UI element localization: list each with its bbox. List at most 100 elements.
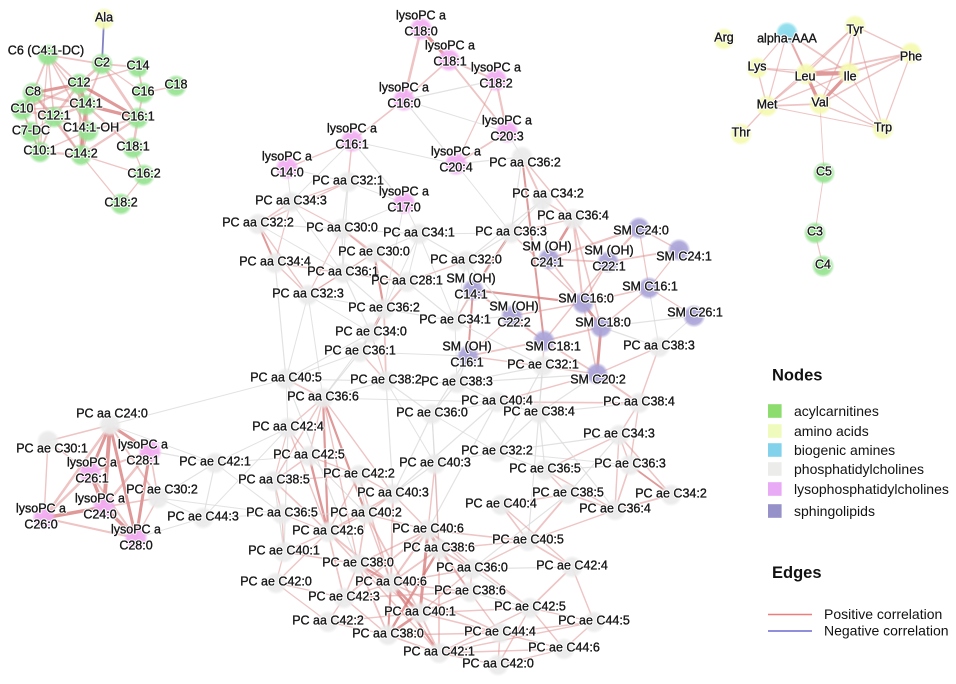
svg-text:PC ae C42:1: PC ae C42:1 bbox=[179, 455, 251, 469]
svg-text:PC ae C36:2: PC ae C36:2 bbox=[348, 301, 420, 315]
svg-text:lysoPC a: lysoPC a bbox=[16, 502, 66, 516]
svg-text:Negative correlation: Negative correlation bbox=[824, 623, 949, 639]
svg-text:PC ae C34:0: PC ae C34:0 bbox=[335, 325, 407, 339]
svg-text:PC ae C38:5: PC ae C38:5 bbox=[532, 486, 604, 500]
svg-text:lysoPC a: lysoPC a bbox=[379, 81, 429, 95]
svg-text:PC ae C40:1: PC ae C40:1 bbox=[248, 544, 320, 558]
svg-text:phosphatidylcholines: phosphatidylcholines bbox=[794, 461, 924, 477]
svg-text:lysoPC a: lysoPC a bbox=[262, 150, 312, 164]
svg-text:C16:2: C16:2 bbox=[127, 167, 160, 181]
svg-text:C18:1: C18:1 bbox=[116, 140, 149, 154]
svg-text:PC ae C42:4: PC ae C42:4 bbox=[536, 559, 608, 573]
svg-text:SM (OH): SM (OH) bbox=[489, 300, 538, 314]
svg-text:PC aa C38:6: PC aa C38:6 bbox=[403, 541, 475, 555]
svg-text:PC aa C40:4: PC aa C40:4 bbox=[461, 394, 533, 408]
svg-text:lysoPC a: lysoPC a bbox=[471, 61, 521, 75]
svg-text:PC ae C36:1: PC ae C36:1 bbox=[324, 344, 396, 358]
svg-text:PC aa C40:6: PC aa C40:6 bbox=[355, 575, 427, 589]
svg-text:PC aa C36:5: PC aa C36:5 bbox=[246, 506, 318, 520]
svg-text:C14:0: C14:0 bbox=[270, 166, 303, 180]
svg-text:PC ae C32:1: PC ae C32:1 bbox=[507, 358, 579, 372]
svg-text:C18:2: C18:2 bbox=[479, 77, 512, 91]
svg-text:PC ae C44:5: PC ae C44:5 bbox=[558, 614, 630, 628]
svg-text:PC ae C38:2: PC ae C38:2 bbox=[350, 373, 422, 387]
svg-text:PC aa C40:1: PC aa C40:1 bbox=[384, 605, 456, 619]
svg-text:amino acids: amino acids bbox=[794, 423, 869, 439]
svg-text:C12:1: C12:1 bbox=[37, 109, 70, 123]
svg-text:lysoPC a: lysoPC a bbox=[396, 9, 446, 23]
svg-text:C12: C12 bbox=[68, 76, 91, 90]
svg-text:C14:1-OH: C14:1-OH bbox=[63, 121, 119, 135]
svg-text:Arg: Arg bbox=[714, 31, 734, 45]
svg-text:PC aa C32:1: PC aa C32:1 bbox=[312, 174, 384, 188]
svg-text:SM C26:1: SM C26:1 bbox=[667, 306, 723, 320]
svg-text:PC ae C36:1: PC ae C36:1 bbox=[324, 344, 396, 358]
svg-text:PC ae C36:4: PC ae C36:4 bbox=[579, 502, 651, 516]
svg-text:PC ae C32:2: PC ae C32:2 bbox=[461, 444, 533, 458]
svg-text:PC aa C36:5: PC aa C36:5 bbox=[246, 506, 318, 520]
svg-text:Lys: Lys bbox=[748, 60, 767, 74]
svg-text:C6 (C4:1-DC): C6 (C4:1-DC) bbox=[8, 44, 84, 58]
svg-text:PC aa C38:5: PC aa C38:5 bbox=[238, 473, 310, 487]
svg-text:PC ae C38:4: PC ae C38:4 bbox=[503, 405, 575, 419]
svg-text:PC aa C34:4: PC aa C34:4 bbox=[239, 255, 311, 269]
svg-text:Met: Met bbox=[757, 98, 778, 112]
svg-text:PC ae C40:1: PC ae C40:1 bbox=[248, 544, 320, 558]
svg-text:PC ae C34:3: PC ae C34:3 bbox=[583, 427, 655, 441]
svg-text:SM (OH): SM (OH) bbox=[584, 244, 633, 258]
svg-text:Arg: Arg bbox=[714, 31, 734, 45]
svg-text:PC aa C30:0: PC aa C30:0 bbox=[306, 221, 378, 235]
svg-text:PC ae C42:2: PC ae C42:2 bbox=[323, 467, 395, 481]
svg-text:Ile: Ile bbox=[843, 70, 856, 84]
svg-text:Ala: Ala bbox=[95, 11, 113, 25]
svg-text:PC aa C42:1: PC aa C42:1 bbox=[403, 645, 475, 659]
svg-text:C14:1-OH: C14:1-OH bbox=[63, 121, 119, 135]
svg-text:C10: C10 bbox=[11, 102, 34, 116]
svg-text:PC aa C38:6: PC aa C38:6 bbox=[403, 541, 475, 555]
svg-text:PC aa C40:2: PC aa C40:2 bbox=[330, 506, 402, 520]
svg-text:PC ae C38:4: PC ae C38:4 bbox=[503, 405, 575, 419]
svg-text:C24:0: C24:0 bbox=[83, 508, 116, 522]
svg-text:PC ae C36:2: PC ae C36:2 bbox=[348, 301, 420, 315]
svg-text:PC aa C36:4: PC aa C36:4 bbox=[537, 209, 609, 223]
svg-text:PC ae C44:4: PC ae C44:4 bbox=[464, 625, 536, 639]
svg-text:C7-DC: C7-DC bbox=[12, 124, 50, 138]
svg-text:PC aa C36:2: PC aa C36:2 bbox=[489, 156, 561, 170]
svg-text:PC ae C34:0: PC ae C34:0 bbox=[335, 325, 407, 339]
svg-text:C17:0: C17:0 bbox=[387, 201, 420, 215]
svg-text:lysoPC a: lysoPC a bbox=[379, 185, 429, 199]
svg-text:C16: C16 bbox=[132, 85, 155, 99]
svg-text:PC aa C38:4: PC aa C38:4 bbox=[603, 395, 675, 409]
svg-text:Phe: Phe bbox=[900, 50, 922, 64]
svg-text:lysoPC a: lysoPC a bbox=[118, 438, 168, 452]
svg-text:SM C16:0: SM C16:0 bbox=[558, 292, 614, 306]
svg-text:C28:1: C28:1 bbox=[126, 454, 159, 468]
svg-text:PC aa C32:3: PC aa C32:3 bbox=[272, 287, 344, 301]
svg-text:PC ae C38:0: PC ae C38:0 bbox=[322, 556, 394, 570]
svg-text:PC aa C24:0: PC aa C24:0 bbox=[76, 407, 148, 421]
svg-text:PC ae C40:5: PC ae C40:5 bbox=[492, 533, 564, 547]
svg-text:C18:1: C18:1 bbox=[433, 55, 466, 69]
svg-text:C14:2: C14:2 bbox=[64, 147, 97, 161]
svg-text:C28:0: C28:0 bbox=[119, 539, 152, 553]
svg-text:C10:1: C10:1 bbox=[23, 144, 56, 158]
svg-text:PC ae C34:1: PC ae C34:1 bbox=[419, 313, 491, 327]
svg-text:SM C18:1: SM C18:1 bbox=[525, 340, 581, 354]
svg-text:lysoPC a: lysoPC a bbox=[379, 185, 429, 199]
svg-text:C14: C14 bbox=[127, 59, 150, 73]
svg-text:PC aa C38:3: PC aa C38:3 bbox=[623, 339, 695, 353]
svg-text:PC aa C32:0: PC aa C32:0 bbox=[430, 253, 502, 267]
svg-text:lysoPC a: lysoPC a bbox=[111, 523, 161, 537]
svg-text:SM C24:1: SM C24:1 bbox=[656, 250, 712, 264]
svg-text:C2: C2 bbox=[94, 56, 110, 70]
svg-text:SM C16:1: SM C16:1 bbox=[622, 280, 678, 294]
svg-text:PC ae C34:2: PC ae C34:2 bbox=[635, 487, 707, 501]
svg-text:PC aa C24:0: PC aa C24:0 bbox=[76, 407, 148, 421]
svg-text:biogenic amines: biogenic amines bbox=[794, 442, 895, 458]
svg-text:SM C18:0: SM C18:0 bbox=[575, 316, 631, 330]
svg-text:C16:2: C16:2 bbox=[127, 167, 160, 181]
svg-text:C24:0: C24:0 bbox=[83, 508, 116, 522]
svg-text:PC ae C42:4: PC ae C42:4 bbox=[536, 559, 608, 573]
svg-text:PC aa C36:0: PC aa C36:0 bbox=[436, 561, 508, 575]
svg-text:lysoPC a: lysoPC a bbox=[482, 114, 532, 128]
